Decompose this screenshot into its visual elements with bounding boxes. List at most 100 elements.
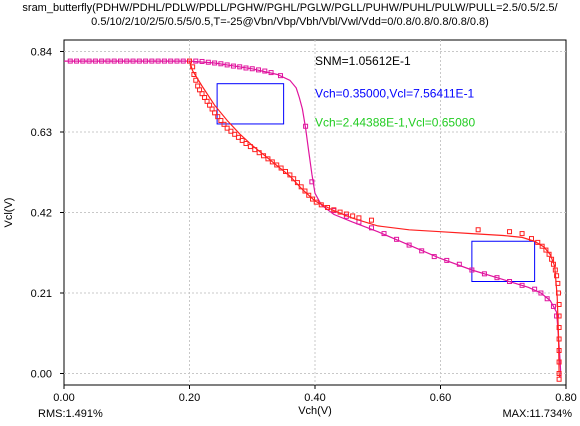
data-point <box>507 229 513 235</box>
x-axis-label: Vch(V) <box>298 405 332 417</box>
data-point <box>149 58 155 64</box>
data-point <box>309 179 315 185</box>
data-point <box>256 67 262 73</box>
data-point <box>325 205 331 211</box>
data-point <box>143 58 149 64</box>
data-point <box>111 58 117 64</box>
data-point <box>256 150 262 156</box>
data-point <box>556 302 562 307</box>
data-point <box>215 114 221 120</box>
grid <box>64 40 566 385</box>
data-point <box>368 225 374 231</box>
data-point <box>261 153 267 159</box>
data-point <box>209 106 215 112</box>
y-tick-label: 0.63 <box>31 127 52 139</box>
data-point <box>155 58 161 64</box>
x-tick-label: 0.20 <box>179 392 200 404</box>
x-tick-label: 0.00 <box>53 392 74 404</box>
data-point <box>239 137 245 143</box>
data-point <box>274 162 280 168</box>
x-tick-label: 0.80 <box>555 392 576 404</box>
data-point <box>199 91 205 97</box>
data-point <box>381 231 387 237</box>
data-point <box>218 118 224 123</box>
data-point <box>302 188 308 194</box>
data-point <box>356 215 362 221</box>
chart-title-line-1: sram_butterfly(PDHW/PDHL/PDLW/PDLL/PGHW/… <box>22 2 558 14</box>
y-tick-label: 0.00 <box>31 369 52 381</box>
data-point <box>191 72 197 77</box>
data-point <box>269 159 275 165</box>
data-point <box>368 217 374 223</box>
y-axis-label: Vcl(V) <box>3 198 15 228</box>
snm-box <box>216 83 285 125</box>
data-point <box>543 247 549 253</box>
data-point <box>161 58 167 64</box>
data-point <box>228 128 234 134</box>
data-point <box>247 144 253 150</box>
data-point <box>190 64 196 70</box>
data-point <box>199 58 205 64</box>
data-point <box>237 64 243 70</box>
data-point <box>475 227 481 233</box>
data-point <box>193 77 199 83</box>
data-point <box>394 236 400 242</box>
data-point <box>197 87 203 93</box>
data-point <box>249 66 255 72</box>
data-point <box>519 282 525 288</box>
data-point <box>406 242 412 248</box>
data-point <box>99 58 105 64</box>
snm-boxes <box>216 83 536 282</box>
data-point <box>212 60 218 66</box>
y-tick-label: 0.42 <box>31 208 52 220</box>
data-point <box>550 303 556 309</box>
data-point <box>291 176 297 182</box>
data-point <box>67 58 73 64</box>
y-tick-label: 0.84 <box>31 47 52 59</box>
data-point <box>243 141 249 146</box>
data-point <box>306 192 312 198</box>
data-point <box>318 202 324 208</box>
data-point <box>303 123 309 129</box>
data-point <box>218 61 224 67</box>
y-tick-label: 0.21 <box>31 288 52 300</box>
data-point <box>278 165 284 171</box>
data-point <box>136 58 142 64</box>
annotation-label: SNM=1.05612E-1 <box>315 54 411 68</box>
x-tick-label: 0.60 <box>430 392 451 404</box>
data-point <box>294 180 300 186</box>
chart-title-line-2: 0.5/10/2/10/2/5/0.5/5/0.5,T=-25@Vbn/Vbp/… <box>91 16 489 28</box>
data-point <box>92 58 98 64</box>
x-tick-label: 0.40 <box>304 392 325 404</box>
data-point <box>544 296 550 302</box>
data-point <box>556 313 562 319</box>
data-point <box>550 261 556 267</box>
data-point <box>130 58 136 64</box>
data-point <box>552 267 558 273</box>
data-point <box>80 58 86 64</box>
data-point <box>124 58 130 64</box>
data-point <box>180 58 186 64</box>
data-point <box>205 59 211 65</box>
data-point <box>168 58 174 64</box>
data-point <box>554 273 560 279</box>
data-point <box>230 63 236 69</box>
data-point <box>469 267 475 273</box>
data-point <box>556 348 562 353</box>
data-point <box>554 313 560 319</box>
annotation-label: Vch=0.35000,Vcl=7.56411E-1 <box>315 87 475 101</box>
snm-box <box>471 240 536 282</box>
data-point <box>265 156 271 162</box>
data-point <box>556 371 562 376</box>
data-point <box>313 199 319 205</box>
data-point <box>555 290 561 296</box>
data-point <box>444 257 450 263</box>
data-point <box>528 236 534 242</box>
max-readout: MAX:11.734% <box>502 408 572 420</box>
data-point <box>232 131 238 137</box>
data-point <box>556 336 562 342</box>
data-point <box>431 254 437 260</box>
points <box>67 58 562 382</box>
rms-readout: RMS:1.491% <box>38 408 103 420</box>
